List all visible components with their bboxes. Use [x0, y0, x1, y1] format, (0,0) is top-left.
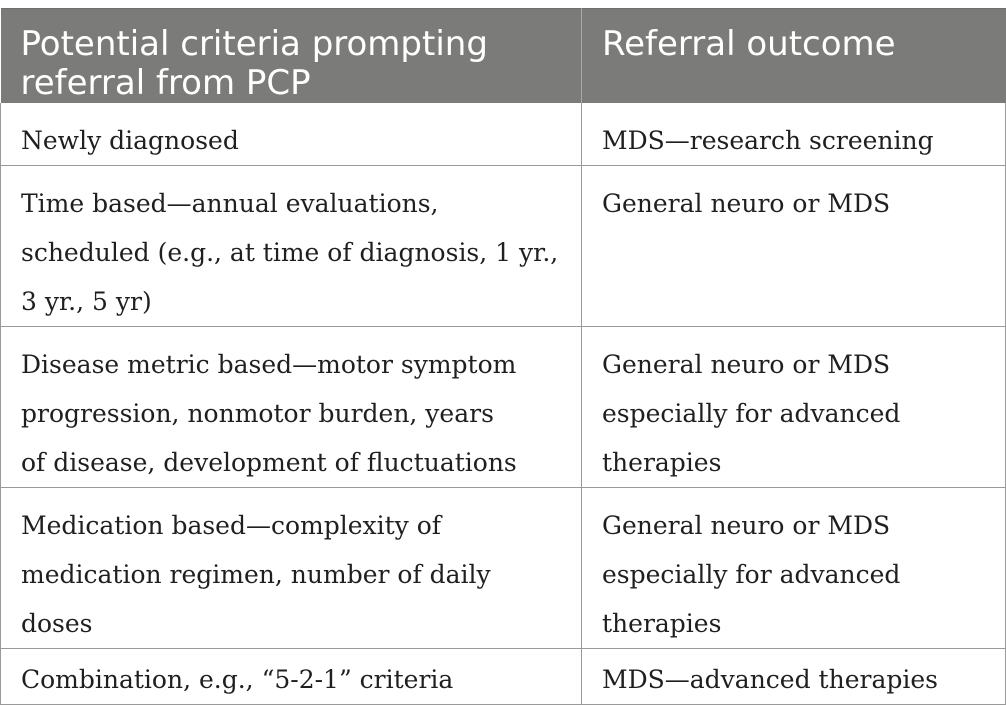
outcome-cell: MDS—advanced therapies [581, 648, 1006, 705]
header-outcome-text: Referral outcome [602, 24, 896, 64]
outcome-text: General neuro or MDS [602, 189, 891, 218]
table-row: Combination, e.g., “5-2-1” criteria MDS—… [0, 648, 1006, 705]
criteria-text: Time based—annual evaluations, scheduled… [21, 189, 559, 316]
table-row: Time based—annual evaluations, scheduled… [0, 165, 1006, 327]
table-row: Disease metric based—motor symptom progr… [0, 326, 1006, 488]
table-header: Potential criteria prompting referral fr… [0, 8, 1006, 103]
header-criteria: Potential criteria prompting referral fr… [0, 8, 582, 103]
referral-criteria-table: Potential criteria prompting referral fr… [0, 8, 1006, 705]
table-row: Medication based—complexity of medicatio… [0, 487, 1006, 649]
criteria-text: Disease metric based—motor symptom progr… [21, 350, 517, 477]
outcome-text: General neuro or MDS especially for adva… [602, 511, 901, 638]
outcome-cell: General neuro or MDS especially for adva… [581, 487, 1006, 649]
criteria-cell: Time based—annual evaluations, scheduled… [0, 165, 582, 327]
header-row: Potential criteria prompting referral fr… [0, 8, 1006, 103]
criteria-cell: Newly diagnosed [0, 103, 582, 166]
criteria-text: Medication based—complexity of medicatio… [21, 511, 491, 638]
outcome-text: MDS—research screening [602, 126, 934, 155]
outcome-cell: General neuro or MDS [581, 165, 1006, 327]
header-criteria-text: Potential criteria prompting referral fr… [20, 24, 488, 103]
criteria-cell: Disease metric based—motor symptom progr… [0, 326, 582, 488]
table-body: Newly diagnosed MDS—research screening T… [0, 103, 1006, 705]
outcome-text: MDS—advanced therapies [602, 665, 938, 694]
header-outcome: Referral outcome [581, 8, 1006, 103]
outcome-cell: General neuro or MDS especially for adva… [581, 326, 1006, 488]
criteria-text: Newly diagnosed [21, 126, 239, 155]
criteria-text: Combination, e.g., “5-2-1” criteria [21, 665, 454, 694]
criteria-cell: Medication based—complexity of medicatio… [0, 487, 582, 649]
criteria-cell: Combination, e.g., “5-2-1” criteria [0, 648, 582, 705]
outcome-cell: MDS—research screening [581, 103, 1006, 166]
table-row: Newly diagnosed MDS—research screening [0, 103, 1006, 166]
outcome-text: General neuro or MDS especially for adva… [602, 350, 901, 477]
